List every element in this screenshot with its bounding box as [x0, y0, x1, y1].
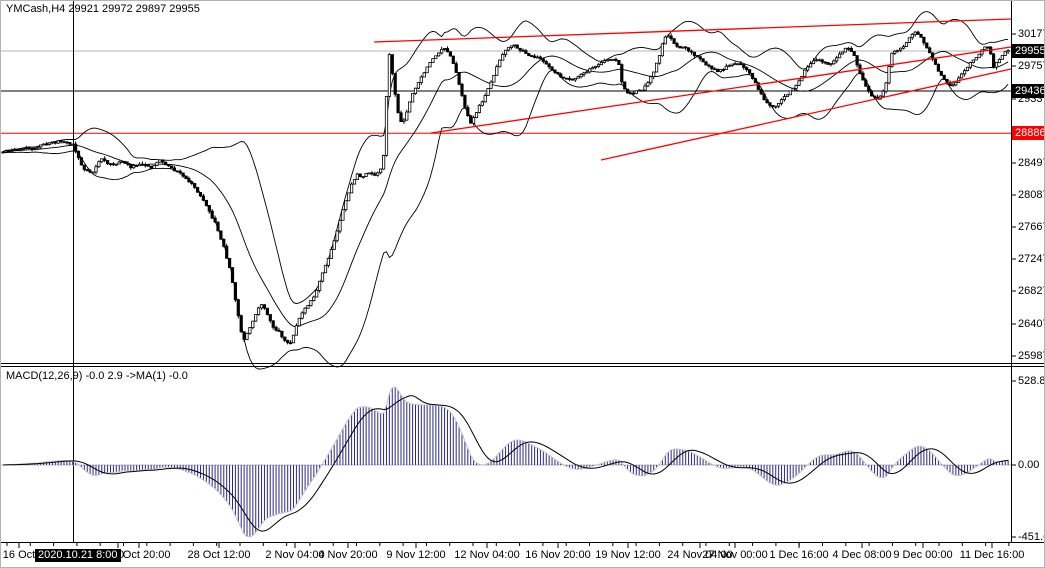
time-axis-label: 16 Nov 20:00 [525, 549, 591, 561]
time-axis-label: 24 Nov 04:00 [667, 549, 733, 561]
price-tick-label: 28087 [1018, 189, 1044, 201]
macd-tick-label: 528.8 [1018, 375, 1045, 387]
macd-indicator-label: MACD(12,26,9) -0.0 2.9 ->MA(1) -0.0 [6, 370, 188, 382]
symbol-period-label: YMCash,H4 [6, 3, 66, 15]
price-level-badge: 28886 [1012, 126, 1044, 140]
price-tick-label: 26827 [1018, 285, 1044, 297]
time-axis-label: 27 Nov 00:00 [702, 549, 768, 561]
time-axis-label: 2 Nov 04:00 [265, 549, 325, 561]
price-tick-label: 25987 [1018, 350, 1044, 362]
price-level-badge: 29436 [1012, 84, 1044, 98]
chart-title: YMCash,H4 29921 29972 29897 29955 [6, 3, 200, 15]
ohlc-values: 29921 29972 29897 29955 [68, 3, 200, 15]
macd-tick-label: -451.6 [1018, 531, 1044, 543]
time-axis-label: 9 Nov 12:00 [386, 549, 446, 561]
time-axis-label: 23 Oct 20:00 [107, 549, 171, 561]
price-tick-label: 27667 [1018, 221, 1044, 233]
time-axis-label: 28 Oct 12:00 [187, 549, 251, 561]
candlesticks [1, 30, 1010, 345]
time-axis-label: 4 Nov 20:00 [318, 549, 378, 561]
time-axis-label: 12 Nov 04:00 [454, 549, 520, 561]
time-axis-label: 16 Oct [2, 549, 36, 561]
price-tick-label: 30177 [1018, 28, 1044, 40]
time-badge: 2020.10.21 8:00 [35, 549, 121, 562]
price-tick-label: 29757 [1018, 60, 1044, 72]
time-axis-label: 19 Nov 12:00 [595, 549, 661, 561]
time-axis-label: 1 Dec 16:00 [769, 549, 829, 561]
time-axis-label: 9 Dec 00:00 [893, 549, 953, 561]
time-axis-label: 11 Dec 16:00 [959, 549, 1025, 561]
price-tick-label: 28497 [1018, 157, 1044, 169]
time-axis-label: 4 Dec 08:00 [832, 549, 892, 561]
current-price-badge: 29955 [1012, 44, 1044, 58]
macd-tick-label: 0.00 [1018, 459, 1040, 471]
price-tick-label: 27247 [1018, 253, 1044, 265]
price-tick-label: 26407 [1018, 318, 1044, 330]
